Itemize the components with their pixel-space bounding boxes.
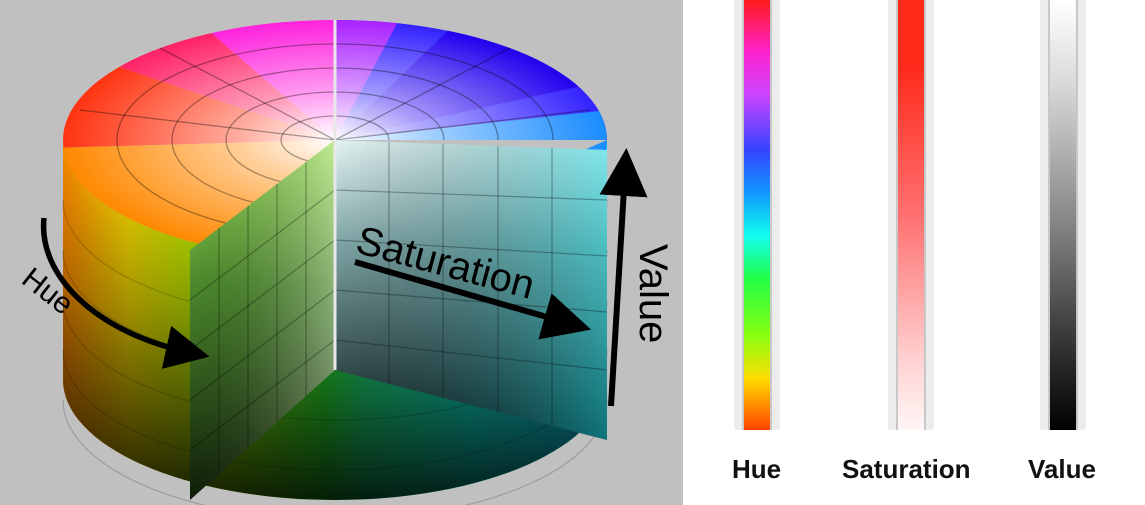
- value-strip-label: Value: [1028, 454, 1096, 484]
- hue-strip-label: Hue: [732, 454, 782, 484]
- hsv-cylinder-illustration: Hue Saturation Value: [16, 20, 675, 505]
- value-gradient-strip: [1048, 0, 1078, 430]
- value-arrow: [599, 148, 648, 407]
- hsv-cylinder-panel: Hue Saturation Value: [0, 0, 683, 505]
- hue-gradient-strip: [742, 0, 772, 430]
- value-strip-frame: [1040, 0, 1086, 430]
- hue-arrow: [40, 217, 210, 369]
- value-label: Value: [631, 244, 675, 343]
- hue-strip-frame: [734, 0, 780, 430]
- saturation-gradient-strip: [896, 0, 926, 430]
- saturation-strip-label: Saturation: [842, 454, 971, 484]
- saturation-arrow: [354, 259, 592, 340]
- saturation-strip-frame: [888, 0, 934, 430]
- cross-section-grid: [189, 142, 608, 474]
- cross-section-left-face-tint: [190, 140, 335, 500]
- cross-section-right-face-tint: [335, 140, 607, 440]
